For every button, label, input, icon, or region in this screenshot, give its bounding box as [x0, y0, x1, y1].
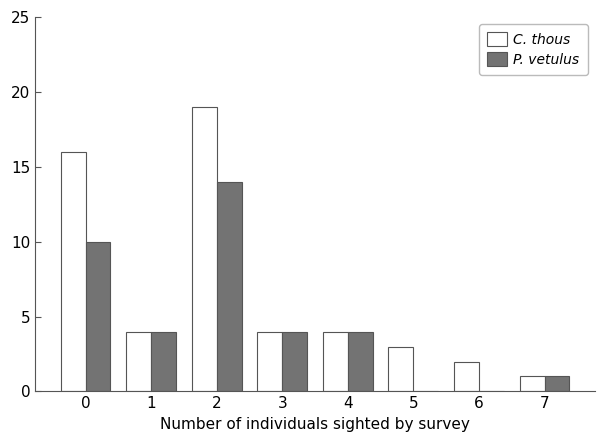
Bar — [217, 182, 242, 392]
Bar — [545, 377, 570, 392]
Bar — [85, 242, 110, 392]
Bar — [323, 331, 348, 392]
Bar — [191, 107, 217, 392]
Bar — [388, 346, 413, 392]
Legend: C. thous, P. vetulus: C. thous, P. vetulus — [479, 24, 588, 75]
Bar — [282, 331, 307, 392]
Bar — [258, 331, 282, 392]
X-axis label: Number of individuals sighted by survey: Number of individuals sighted by survey — [160, 417, 470, 432]
Bar — [126, 331, 151, 392]
Bar — [348, 331, 373, 392]
Bar — [454, 361, 479, 392]
Bar — [61, 152, 85, 392]
Bar — [151, 331, 176, 392]
Bar — [519, 377, 545, 392]
